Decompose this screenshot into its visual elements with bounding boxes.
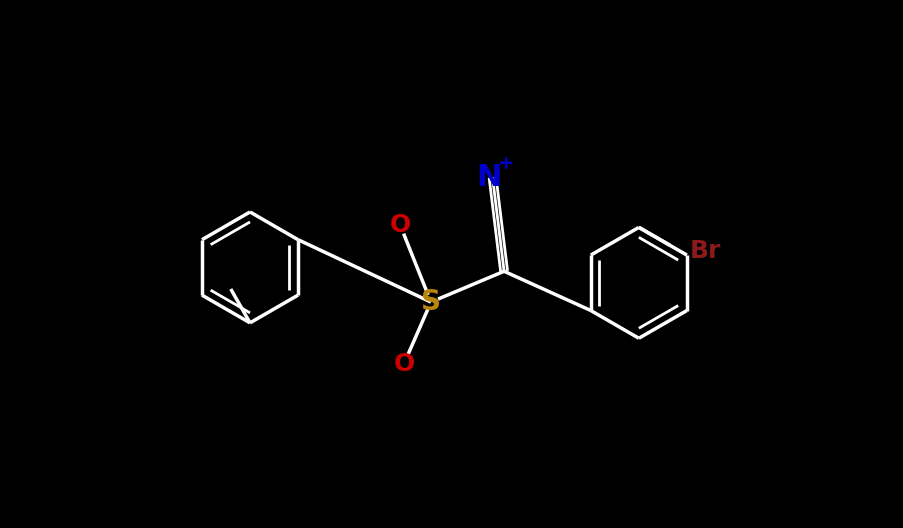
Text: S: S	[421, 288, 441, 316]
Text: O: O	[393, 352, 414, 375]
Text: N: N	[476, 163, 501, 192]
Text: Br: Br	[689, 239, 721, 263]
Text: O: O	[389, 213, 410, 237]
Text: +: +	[498, 154, 514, 173]
